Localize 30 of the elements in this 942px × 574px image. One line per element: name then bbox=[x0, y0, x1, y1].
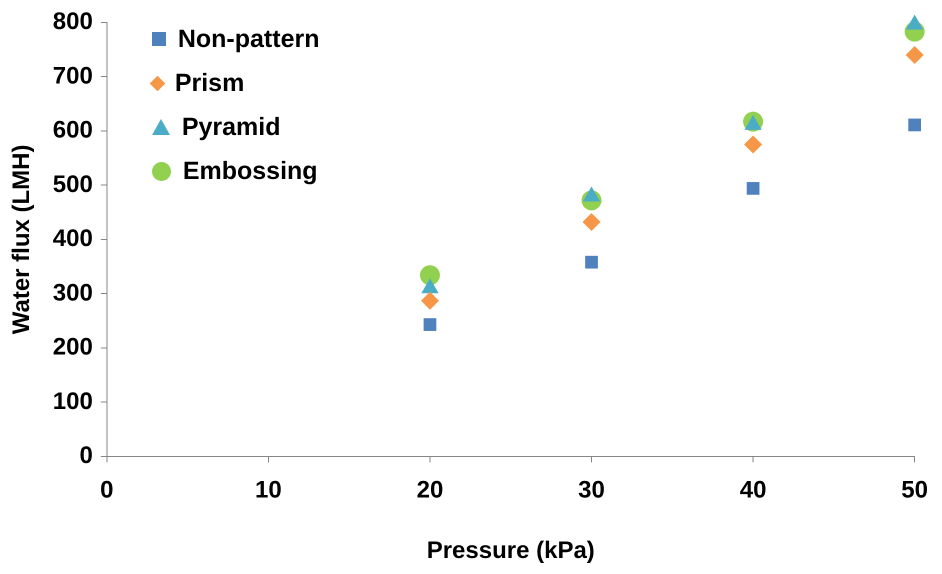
point bbox=[420, 265, 440, 286]
y-tick-label: 100 bbox=[52, 388, 93, 415]
legend-label: Embossing bbox=[182, 156, 318, 186]
x-tick-label: 30 bbox=[578, 476, 605, 504]
x-axis-title: Pressure (kPa) bbox=[426, 537, 595, 564]
legend-label: Pyramid bbox=[182, 112, 280, 142]
x-tick-label: 20 bbox=[416, 476, 444, 504]
y-tick-label: 300 bbox=[52, 279, 93, 306]
legend-label: Non-pattern bbox=[178, 24, 320, 54]
x-tick-label: 10 bbox=[255, 476, 282, 504]
y-tick-label: 700 bbox=[52, 62, 93, 90]
y-tick-label: 600 bbox=[52, 116, 93, 144]
y-axis-title: Water flux (LMH) bbox=[8, 144, 36, 334]
point bbox=[744, 135, 762, 154]
point bbox=[746, 182, 760, 195]
y-tick-label: 800 bbox=[52, 8, 93, 36]
point bbox=[908, 118, 922, 132]
y-tick-label: 400 bbox=[52, 225, 93, 252]
x-tick-label: 40 bbox=[740, 476, 766, 504]
point bbox=[585, 256, 598, 269]
x-tick-label: 50 bbox=[901, 476, 928, 504]
x-tick-label: 0 bbox=[100, 476, 114, 504]
point bbox=[420, 292, 439, 310]
y-tick-label: 200 bbox=[52, 334, 93, 361]
legend-label: Prism bbox=[174, 68, 244, 98]
point bbox=[906, 46, 924, 64]
point bbox=[582, 213, 601, 232]
y-tick-label: 500 bbox=[52, 170, 93, 198]
y-tick-label: 0 bbox=[79, 442, 93, 470]
point bbox=[424, 318, 436, 331]
